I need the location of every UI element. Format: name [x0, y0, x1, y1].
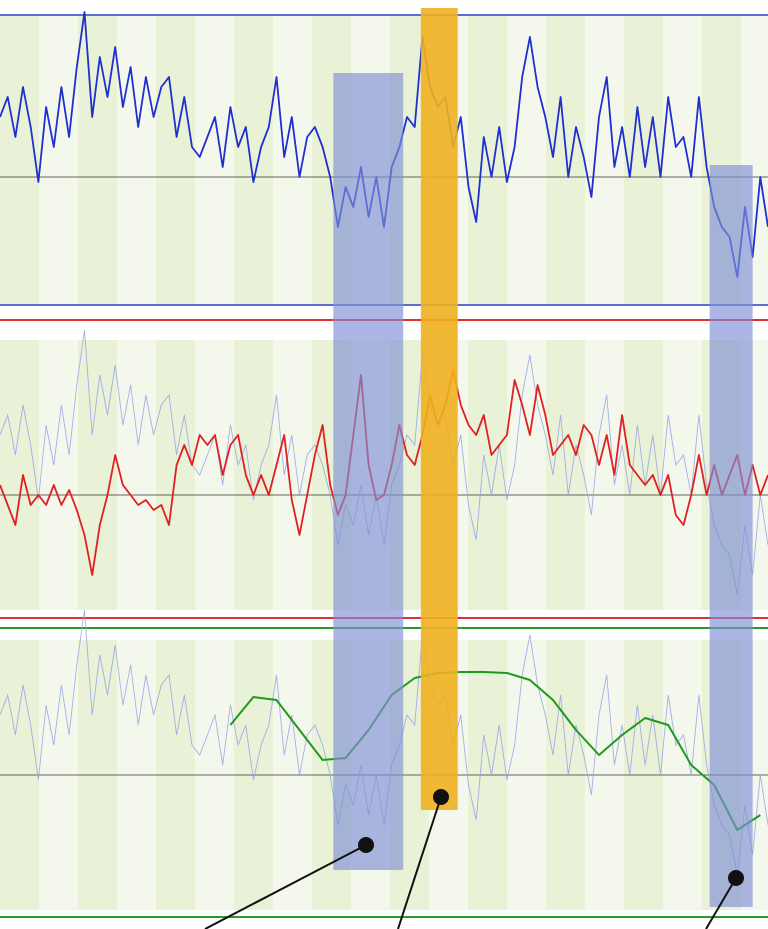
- stripe: [0, 340, 39, 610]
- pointer-line: [705, 877, 737, 929]
- stripe: [234, 15, 273, 305]
- stripe: [507, 15, 546, 305]
- highlight-band: [709, 165, 753, 907]
- stripe: [546, 340, 585, 610]
- stripe: [117, 340, 156, 610]
- pointer-dot: [358, 837, 374, 853]
- stripe: [663, 15, 702, 305]
- stripe: [585, 340, 624, 610]
- stripe: [195, 340, 234, 610]
- stripe: [39, 15, 78, 305]
- pointer-dot: [433, 789, 449, 805]
- pointer-dot: [728, 870, 744, 886]
- stripe: [0, 15, 39, 305]
- highlight-band: [333, 73, 404, 870]
- stripe: [117, 15, 156, 305]
- stripe: [39, 340, 78, 610]
- highlight-bands: [333, 8, 753, 907]
- pointer-line: [204, 844, 367, 929]
- stripe: [585, 15, 624, 305]
- stripe: [78, 15, 117, 305]
- stripe: [156, 15, 195, 305]
- stripe: [234, 340, 273, 610]
- pointers: [204, 789, 744, 929]
- stripe: [195, 15, 234, 305]
- highlight-band: [420, 8, 458, 810]
- stripe: [273, 15, 312, 305]
- signal-line: [229, 671, 761, 831]
- pointer-line: [397, 796, 442, 929]
- stripe: [273, 340, 312, 610]
- stripe: [546, 15, 585, 305]
